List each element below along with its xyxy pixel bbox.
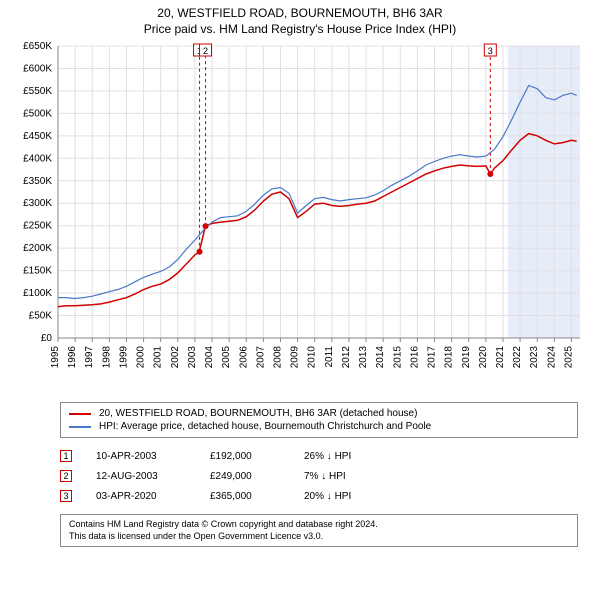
svg-text:£450K: £450K (23, 131, 52, 142)
svg-text:2010: 2010 (307, 346, 318, 369)
svg-text:2014: 2014 (375, 346, 386, 369)
svg-text:£500K: £500K (23, 108, 52, 119)
footer-attribution: Contains HM Land Registry data © Crown c… (60, 514, 578, 547)
legend: 20, WESTFIELD ROAD, BOURNEMOUTH, BH6 3AR… (60, 402, 578, 438)
svg-text:2008: 2008 (272, 346, 283, 369)
svg-text:2006: 2006 (238, 346, 249, 369)
event-marker-box: 3 (60, 490, 72, 502)
svg-text:2015: 2015 (392, 346, 403, 369)
legend-label: 20, WESTFIELD ROAD, BOURNEMOUTH, BH6 3AR… (99, 408, 417, 419)
event-diff: 7% ↓ HPI (304, 471, 384, 482)
legend-swatch-blue (69, 426, 91, 428)
legend-item: 20, WESTFIELD ROAD, BOURNEMOUTH, BH6 3AR… (69, 407, 569, 420)
svg-text:2000: 2000 (136, 346, 147, 369)
svg-text:£250K: £250K (23, 221, 52, 232)
svg-text:2019: 2019 (461, 346, 472, 369)
event-marker-num: 1 (63, 451, 68, 461)
footer-line: This data is licensed under the Open Gov… (69, 531, 569, 543)
legend-item: HPI: Average price, detached house, Bour… (69, 420, 569, 433)
svg-text:£150K: £150K (23, 266, 52, 277)
event-row: 1 10-APR-2003 £192,000 26% ↓ HPI (60, 446, 578, 466)
svg-text:2021: 2021 (495, 346, 506, 369)
event-row: 3 03-APR-2020 £365,000 20% ↓ HPI (60, 486, 578, 506)
events-table: 1 10-APR-2003 £192,000 26% ↓ HPI 2 12-AU… (60, 446, 578, 506)
svg-text:2023: 2023 (529, 346, 540, 369)
event-date: 03-APR-2020 (96, 491, 186, 502)
svg-text:£600K: £600K (23, 63, 52, 74)
event-diff: 20% ↓ HPI (304, 491, 384, 502)
legend-swatch-red (69, 413, 91, 415)
event-marker-num: 2 (63, 471, 68, 481)
event-marker-num: 3 (63, 491, 68, 501)
svg-text:2003: 2003 (187, 346, 198, 369)
svg-text:2016: 2016 (409, 346, 420, 369)
svg-text:2013: 2013 (358, 346, 369, 369)
svg-text:3: 3 (488, 46, 493, 56)
event-marker-box: 1 (60, 450, 72, 462)
svg-text:1998: 1998 (101, 346, 112, 369)
chart-container: 20, WESTFIELD ROAD, BOURNEMOUTH, BH6 3AR… (0, 0, 600, 547)
svg-text:2002: 2002 (170, 346, 181, 369)
svg-text:2012: 2012 (341, 346, 352, 369)
line-chart-svg: £0 £50K £100K £150K £200K £250K £300K £350K £400… (0, 38, 600, 398)
svg-text:£0: £0 (41, 333, 53, 344)
svg-text:£400K: £400K (23, 153, 52, 164)
legend-label: HPI: Average price, detached house, Bour… (99, 421, 431, 432)
svg-text:2004: 2004 (204, 346, 215, 369)
event-diff: 26% ↓ HPI (304, 451, 384, 462)
svg-text:£650K: £650K (23, 41, 52, 52)
svg-text:2025: 2025 (563, 346, 574, 369)
svg-text:2018: 2018 (444, 346, 455, 369)
svg-text:2007: 2007 (255, 346, 266, 369)
title-block: 20, WESTFIELD ROAD, BOURNEMOUTH, BH6 3AR… (0, 0, 600, 38)
svg-text:£200K: £200K (23, 243, 52, 254)
event-price: £365,000 (210, 491, 280, 502)
chart-subtitle: Price paid vs. HM Land Registry's House … (4, 22, 596, 36)
svg-text:2005: 2005 (221, 346, 232, 369)
svg-text:2001: 2001 (153, 346, 164, 369)
svg-text:£550K: £550K (23, 86, 52, 97)
footer-line: Contains HM Land Registry data © Crown c… (69, 519, 569, 531)
svg-text:2017: 2017 (427, 346, 438, 369)
chart-area: £0 £50K £100K £150K £200K £250K £300K £350K £400… (0, 38, 600, 398)
svg-text:1996: 1996 (67, 346, 78, 369)
chart-title: 20, WESTFIELD ROAD, BOURNEMOUTH, BH6 3AR (4, 6, 596, 20)
event-price: £249,000 (210, 471, 280, 482)
svg-text:£100K: £100K (23, 288, 52, 299)
svg-text:£350K: £350K (23, 176, 52, 187)
svg-text:£300K: £300K (23, 198, 52, 209)
svg-text:2011: 2011 (324, 346, 335, 368)
event-date: 10-APR-2003 (96, 451, 186, 462)
event-row: 2 12-AUG-2003 £249,000 7% ↓ HPI (60, 466, 578, 486)
event-marker-box: 2 (60, 470, 72, 482)
svg-text:2022: 2022 (512, 346, 523, 369)
svg-text:1997: 1997 (84, 346, 95, 369)
svg-text:2009: 2009 (290, 346, 301, 369)
svg-text:£50K: £50K (29, 311, 53, 322)
svg-text:2024: 2024 (546, 346, 557, 369)
svg-text:1995: 1995 (50, 346, 61, 369)
svg-text:2020: 2020 (478, 346, 489, 369)
event-date: 12-AUG-2003 (96, 471, 186, 482)
svg-text:2: 2 (203, 46, 208, 56)
svg-text:1999: 1999 (118, 346, 129, 369)
event-price: £192,000 (210, 451, 280, 462)
